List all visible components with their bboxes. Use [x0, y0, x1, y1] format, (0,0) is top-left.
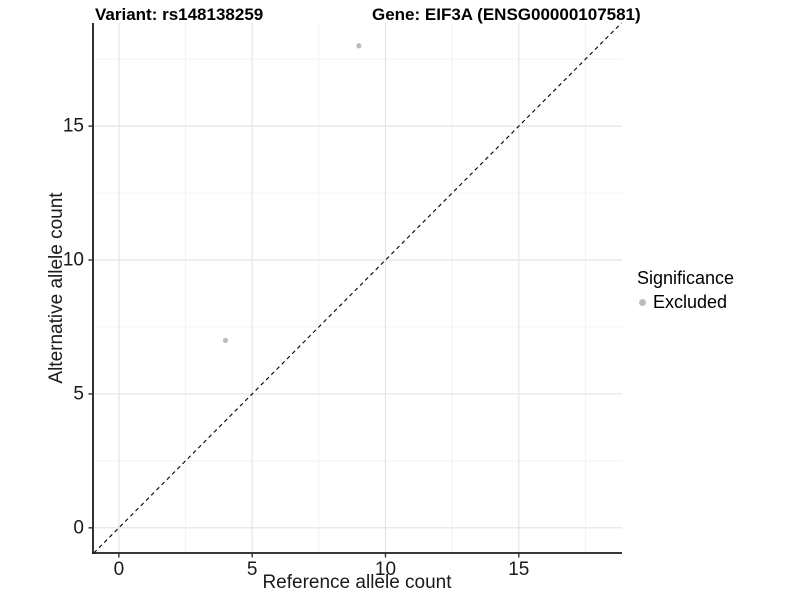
x-tick-label: 5: [246, 559, 258, 580]
plot-title-variant: Variant: rs148138259: [95, 5, 264, 24]
y-tick-label: 5: [73, 383, 84, 405]
x-tick-label: 15: [508, 559, 530, 580]
x-tick-label: 10: [374, 559, 397, 580]
y-tick-label: 0: [73, 517, 84, 539]
excluded-point-icon: [639, 299, 646, 306]
identity-line: [93, 22, 622, 554]
x-axis-title: Reference allele count: [262, 572, 452, 593]
legend: Significance Excluded: [637, 268, 734, 313]
y-axis-title: Alternative allele count: [46, 192, 67, 384]
x-tick-label: 0: [113, 559, 125, 580]
legend-item-excluded: Excluded: [637, 292, 734, 313]
legend-item-label: Excluded: [653, 292, 728, 312]
data-point: [356, 43, 362, 49]
plot-title-gene: Gene: EIF3A (ENSG00000107581): [372, 5, 641, 24]
y-tick-label: 10: [62, 249, 84, 271]
legend-title: Significance: [637, 268, 735, 288]
data-point: [222, 337, 229, 343]
y-tick-label: 15: [62, 115, 84, 137]
